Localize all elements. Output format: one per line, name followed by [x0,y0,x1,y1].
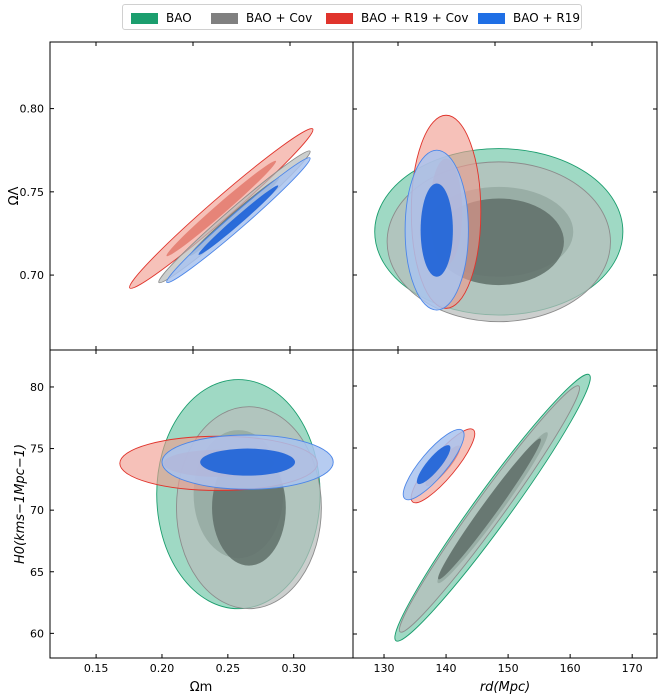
xlabel-rd: rd(Mpc) [480,680,530,695]
ytick-label-bottom-left-0: 60 [30,627,44,640]
ytick-label-bottom-left-4: 80 [30,381,44,394]
contour-68-bao-r19 [200,448,296,476]
ytick-label-bottom-left-1: 65 [30,566,44,579]
contours-bottom-right [394,373,591,642]
legend-item-bao: BAO [131,10,192,26]
panel-bottom-left: 60 65 70 75 80 0.15 0.20 0.25 0.30 [30,349,354,675]
contour-68-bao-r19 [416,445,451,485]
frame-bottom-right [352,349,658,659]
xlabel-omega-m: Ωm [190,680,213,695]
ylabel-omega-lambda: ΩΛ [7,186,22,205]
legend-swatch-bao-cov [211,12,238,24]
legend-swatch-bao-r19 [478,12,505,24]
xtick-label-bottom-right-0: 130 [374,662,395,675]
contour-68-bao-r19 [420,183,453,277]
legend: BAO BAO + Cov BAO + R19 + Cov BAO + R19 [122,4,582,30]
ytick-label-bottom-left-3: 75 [30,443,44,456]
ytick-label-bottom-left-2: 70 [30,504,44,517]
panel-top-left: 0.70 0.75 0.80 [20,41,354,351]
xtick-label-bottom-left-2: 0.25 [216,662,241,675]
legend-label-bao: BAO [166,11,192,25]
ytick-label-top-left-0: 0.70 [20,269,45,282]
xtick-label-bottom-left-0: 0.15 [84,662,109,675]
ylabel-h0: H0(kms−1Mpc−1) [13,444,28,564]
panel-bottom-right: 130 140 150 160 170 [352,349,658,675]
panel-top-right [352,41,658,351]
legend-label-bao-cov: BAO + Cov [246,11,313,25]
inner-ticks [95,42,657,635]
contour-68-bao-r19 [198,185,279,255]
legend-item-bao-r19-cov: BAO + R19 + Cov [326,10,468,26]
contours-top-right [374,114,624,323]
legend-label-bao-r19: BAO + R19 [513,11,580,25]
legend-swatch-bao-r19-cov [326,12,353,24]
xtick-label-bottom-right-1: 140 [436,662,457,675]
xtick-label-bottom-right-2: 150 [498,662,519,675]
xtick-label-bottom-left-1: 0.20 [150,662,175,675]
xtick-label-bottom-right-3: 160 [560,662,581,675]
xtick-label-bottom-right-4: 170 [622,662,643,675]
contour-68-bao-r19-cov [166,160,277,257]
legend-item-bao-cov: BAO + Cov [211,10,312,26]
xtick-label-bottom-left-3: 0.30 [281,662,306,675]
legend-swatch-bao [131,12,158,24]
legend-label-bao-r19-cov: BAO + R19 + Cov [361,11,469,25]
contours-bottom-left [119,379,334,610]
contour-68-bao-cov [438,438,541,580]
ytick-label-top-left-2: 0.80 [20,103,45,116]
ytick-label-top-left-1: 0.75 [20,186,45,199]
contours-top-left [129,128,314,289]
legend-item-bao-r19: BAO + R19 [478,10,580,26]
frame-top-left [49,41,354,351]
